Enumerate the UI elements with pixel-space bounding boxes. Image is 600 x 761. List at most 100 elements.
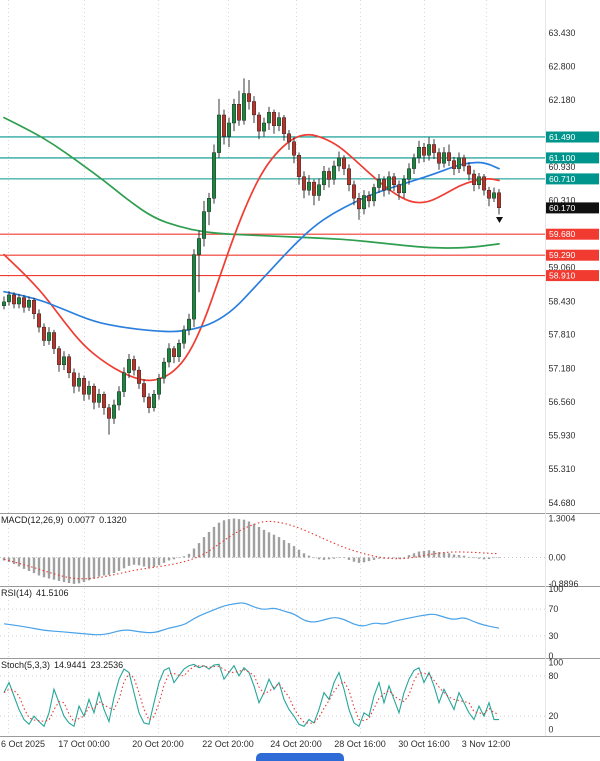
candle-up [337, 157, 342, 167]
macd-histogram-bar [47, 557, 51, 579]
macd-axis-tick: 0.00 [549, 553, 566, 563]
macd-histogram-bar [362, 557, 366, 563]
macd-histogram-bar [377, 557, 381, 559]
macd-histogram-bar [482, 557, 486, 560]
macd-histogram-bar [417, 551, 421, 558]
candle-down [432, 144, 437, 153]
candle-up [322, 171, 327, 185]
macd-histogram-bar [297, 549, 301, 558]
candle-up [62, 356, 67, 366]
candle-up [417, 146, 422, 159]
candle-down [447, 152, 452, 161]
macd-histogram-bar [147, 557, 151, 568]
candle-down [141, 383, 146, 398]
date-label: 30 Oct 16:00 [398, 739, 450, 749]
macd-main-value: 0.0077 [67, 515, 96, 525]
price-level-chip [546, 131, 599, 143]
candle-down [392, 176, 397, 185]
candle-down [11, 294, 16, 305]
candle-up [362, 195, 367, 210]
price-axis-tick: 60.930 [549, 162, 576, 172]
candle-up [201, 211, 206, 239]
price-level-chip-label: 59.290 [549, 250, 576, 260]
price-level-chip-label: 58.910 [549, 271, 576, 281]
macd-histogram-bar [467, 556, 471, 558]
candle-up [166, 348, 171, 363]
candle-up [407, 168, 412, 180]
candle-down [57, 348, 62, 365]
macd-histogram-bar [472, 557, 476, 559]
bottom-banner-fragment[interactable] [256, 753, 344, 761]
macd-histogram-bar [27, 557, 31, 571]
candle-down [257, 114, 262, 132]
macd-histogram-bar [2, 557, 6, 561]
candle-down [352, 184, 357, 199]
macd-histogram-bar [322, 557, 326, 560]
macd-histogram-bar [457, 555, 461, 558]
macd-histogram-bar [282, 540, 286, 558]
macd-histogram-bar [97, 557, 101, 577]
candle-down [367, 195, 372, 202]
price-axis-tick: 55.310 [549, 464, 576, 474]
price-level-chip [546, 202, 599, 214]
candle-down [342, 157, 347, 169]
macd-histogram-bar [197, 543, 201, 558]
candle-down [382, 179, 387, 191]
candle-up [442, 152, 447, 164]
price-level-chip [546, 270, 599, 282]
candle-down [497, 192, 502, 209]
candle-down [171, 348, 176, 357]
candle-up [377, 179, 382, 188]
macd-signal-line [3, 520, 500, 580]
macd-histogram-bar [267, 532, 271, 558]
candle-up [121, 372, 126, 392]
macd-histogram-bar [42, 557, 46, 578]
price-level-chip [546, 249, 599, 261]
macd-histogram-bar [367, 557, 371, 562]
candle-up [126, 359, 131, 373]
candle-up [17, 297, 22, 305]
macd-histogram-bar [317, 557, 321, 560]
rsi-axis-tick: 70 [549, 604, 559, 614]
macd-histogram-bar [22, 557, 26, 569]
macd-histogram-bar [412, 553, 416, 558]
macd-histogram-bar [87, 557, 91, 581]
macd-histogram-bar [372, 557, 376, 560]
candle-up [412, 157, 417, 169]
macd-histogram-bar [307, 555, 311, 558]
date-label: 17 Oct 00:00 [58, 739, 110, 749]
macd-histogram-bar [237, 519, 241, 558]
candle-down [452, 160, 457, 169]
candle-up [96, 394, 101, 403]
macd-histogram-bar [447, 553, 451, 558]
candle-up [387, 176, 392, 191]
macd-histogram-bar [162, 557, 166, 563]
candle-up [161, 361, 166, 379]
ma-green-line [3, 116, 500, 249]
macd-histogram-bar [477, 557, 481, 559]
candle-down [32, 300, 37, 314]
macd-histogram-bar [462, 555, 466, 558]
rsi-axis-tick: 100 [549, 584, 564, 594]
macd-histogram-bar [217, 522, 221, 558]
macd-histogram-bar [452, 554, 456, 558]
macd-histogram-bar [242, 519, 246, 558]
price-axis-tick: 54.680 [549, 498, 576, 508]
ma-red-line [3, 133, 500, 382]
candle-up [181, 329, 186, 344]
candle-up [206, 197, 211, 212]
price-axis-tick: 58.430 [549, 296, 576, 306]
price-level-chip [546, 173, 599, 185]
candle-up [231, 103, 236, 124]
price-level-chip-label: 60.710 [549, 174, 576, 184]
candle-up [492, 192, 497, 199]
macd-histogram-bar [32, 557, 36, 574]
macd-histogram-bar [12, 557, 16, 565]
macd-histogram-bar [187, 553, 191, 558]
macd-histogram-bar [432, 550, 436, 558]
macd-histogram-bar [392, 557, 396, 559]
price-axis-tick: 57.180 [549, 364, 576, 374]
candle-up [47, 332, 52, 341]
